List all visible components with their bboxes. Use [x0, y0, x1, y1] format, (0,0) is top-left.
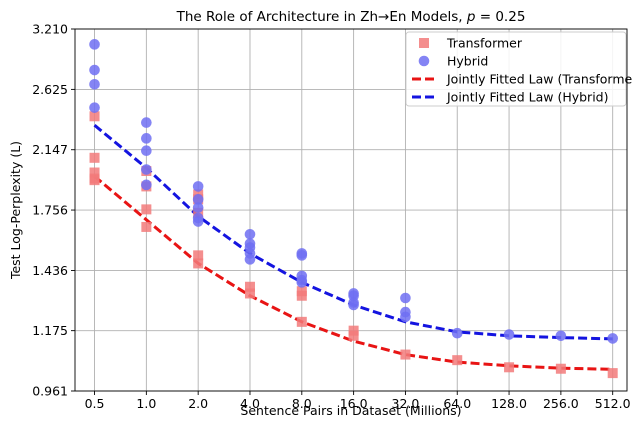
- transformer-point: [193, 258, 204, 269]
- legend-marker-hybrid: [418, 55, 430, 67]
- hybrid-point: [89, 39, 100, 50]
- hybrid-point: [141, 133, 152, 144]
- hybrid-point: [244, 228, 256, 240]
- transformer-point: [296, 316, 307, 327]
- title-suffix: = 0.25: [475, 9, 525, 25]
- legend-label: Hybrid: [447, 54, 488, 69]
- hybrid-point: [141, 164, 152, 175]
- transformer-point: [89, 167, 100, 178]
- transformer-point: [348, 330, 359, 341]
- legend: Transformer Hybrid Jointly Fitted Law (Tra…: [405, 31, 633, 107]
- legend-box: [405, 31, 627, 107]
- legend-label: Transformer: [446, 36, 523, 51]
- hybrid-point: [141, 117, 152, 128]
- transformer-point: [89, 152, 100, 163]
- hybrid-point: [296, 277, 308, 288]
- transformer-point: [193, 250, 204, 261]
- hybrid-point: [400, 292, 411, 304]
- transformer-point: [452, 355, 463, 366]
- fit-line: [93, 175, 613, 371]
- hybrid-point: [192, 181, 204, 192]
- hybrid-point: [555, 330, 567, 342]
- legend-marker-transformer: [419, 38, 429, 48]
- transformer-point: [607, 368, 618, 379]
- hybrid-point: [348, 299, 359, 311]
- x-tick-label: 32.0: [392, 396, 420, 411]
- x-tick-label: 1.0: [136, 396, 156, 411]
- y-tick-label: 1.175: [32, 323, 68, 338]
- hybrid-point: [89, 64, 100, 76]
- x-tick-label: 512.0: [595, 396, 631, 411]
- y-tick-label: 1.436: [32, 263, 68, 278]
- hybrid-point: [400, 311, 411, 323]
- hybrid-point: [296, 250, 308, 261]
- y-axis-ticks: 0.961 1.175 1.436 1.756 2.147 2.625 3.210: [32, 22, 75, 399]
- x-tick-label: 4.0: [240, 396, 260, 411]
- transformer-point: [244, 288, 255, 299]
- hybrid-point: [192, 194, 204, 205]
- x-tick-label: 8.0: [292, 396, 312, 411]
- transformer-point: [504, 362, 515, 373]
- transformer-point: [244, 281, 255, 292]
- transformer-point: [400, 349, 411, 360]
- y-tick-label: 3.210: [32, 22, 68, 37]
- x-tick-label: 128.0: [491, 396, 527, 411]
- y-tick-label: 0.961: [32, 384, 68, 399]
- x-axis-ticks: 0.5 1.0 2.0 4.0 8.0 16.0 32.0 64.0 128.0 256.0 512…: [85, 391, 631, 411]
- legend-label: Jointly Fitted Law (Hybrid): [446, 90, 608, 105]
- y-tick-label: 2.625: [32, 82, 68, 97]
- chart-title: The Role of Architecture in Zh→En Models…: [176, 9, 526, 25]
- y-axis-label: Test Log-Perplexity (L): [8, 141, 23, 280]
- transformer-point: [141, 221, 152, 232]
- legend-label: Jointly Fitted Law (Transformer): [446, 72, 633, 87]
- title-p-hat: p: [466, 9, 476, 25]
- hybrid-point: [503, 329, 515, 340]
- transformer-point: [348, 325, 359, 336]
- transformer-point: [89, 175, 100, 186]
- x-tick-label: 256.0: [543, 396, 579, 411]
- title-prefix: The Role of Architecture in Zh: [176, 9, 378, 25]
- hybrid-point: [141, 145, 152, 157]
- title-arrow: →: [378, 9, 389, 25]
- x-axis-label: Sentence Pairs in Dataset (Millions): [240, 403, 461, 418]
- x-tick-label: 16.0: [340, 396, 368, 411]
- hybrid-point: [244, 254, 256, 265]
- chart-marks: [89, 39, 618, 379]
- hybrid-point: [192, 202, 204, 213]
- title-mid: En Models,: [389, 9, 467, 25]
- hybrid-point: [141, 179, 152, 191]
- transformer-point: [89, 111, 100, 122]
- x-tick-label: 64.0: [443, 396, 471, 411]
- transformer-point: [555, 363, 566, 374]
- y-tick-label: 2.147: [32, 142, 68, 157]
- transformer-point: [141, 204, 152, 215]
- hybrid-point: [89, 78, 100, 90]
- hybrid-point: [192, 216, 204, 227]
- x-tick-label: 0.5: [85, 396, 105, 411]
- hybrid-point: [451, 327, 463, 339]
- hybrid-point: [607, 333, 618, 344]
- hybrid-point: [89, 102, 100, 113]
- x-tick-label: 2.0: [188, 396, 208, 411]
- y-tick-label: 1.756: [32, 203, 68, 218]
- transformer-point: [296, 290, 307, 301]
